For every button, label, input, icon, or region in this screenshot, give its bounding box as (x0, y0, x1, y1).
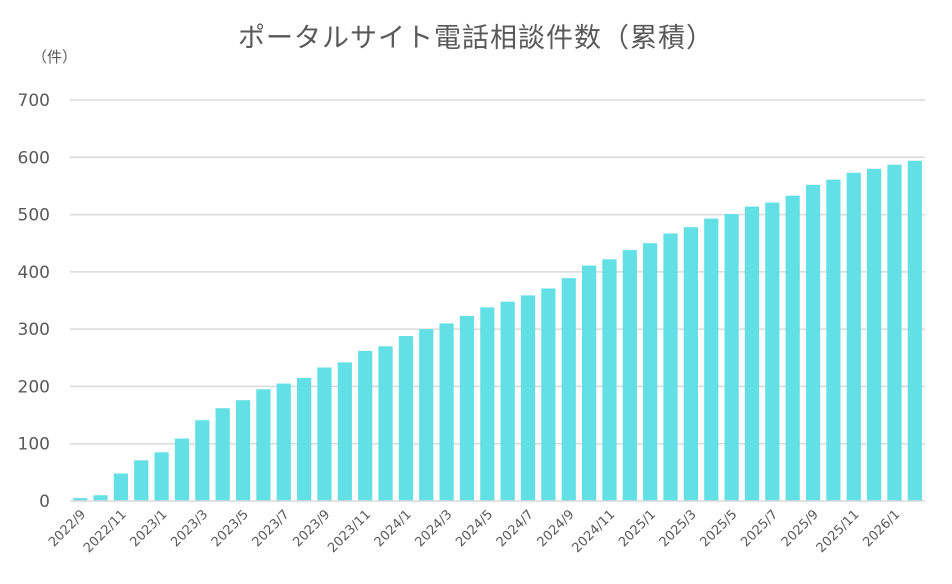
bar (134, 460, 149, 501)
bar (113, 473, 129, 501)
bar (296, 377, 312, 501)
x-tick-label: 2024/11 (569, 507, 618, 556)
bar (73, 498, 88, 501)
y-tick-label: 400 (18, 263, 50, 283)
y-axis-tick-labels: 0 100 200 300 400 500 600 700 (18, 91, 50, 512)
gridlines (70, 99, 925, 445)
bar (419, 329, 434, 501)
bar (866, 168, 882, 502)
x-tick-label: 2024/7 (494, 507, 537, 550)
bar (358, 350, 373, 501)
y-tick-label: 300 (18, 320, 50, 340)
x-axis-tick-labels: 2022/92022/112023/12023/32023/52023/7202… (46, 507, 903, 556)
y-axis-unit-label: （件） (32, 48, 78, 66)
bar (704, 218, 719, 501)
x-tick-label: 2023/11 (325, 507, 374, 556)
bar (276, 383, 291, 501)
x-tick-label: 2025/3 (657, 507, 700, 550)
bar (215, 408, 230, 501)
bar (887, 164, 902, 502)
y-tick-label: 200 (18, 377, 50, 397)
bar (337, 362, 352, 501)
bar (724, 214, 739, 501)
x-tick-label: 2025/5 (697, 507, 740, 550)
y-tick-label: 0 (39, 492, 50, 512)
bar (826, 179, 841, 501)
bar (643, 243, 658, 501)
bar (93, 495, 108, 501)
bar (846, 172, 861, 501)
bar (602, 259, 617, 501)
x-tick-label: 2023/1 (127, 507, 170, 550)
bar (459, 315, 475, 501)
bar (744, 206, 760, 502)
bar (378, 346, 393, 501)
bar (256, 389, 271, 501)
bar (520, 295, 536, 501)
bar (785, 195, 800, 502)
x-tick-label: 2024/5 (453, 507, 496, 550)
x-tick-label: 2024/1 (372, 507, 415, 550)
bar (541, 288, 556, 501)
x-tick-label: 2022/11 (81, 507, 130, 556)
bar (480, 307, 495, 501)
y-tick-label: 500 (18, 206, 50, 226)
y-tick-label: 100 (18, 435, 50, 455)
bar (235, 400, 251, 501)
bar (195, 420, 210, 501)
x-tick-label: 2025/1 (616, 507, 659, 550)
x-tick-label: 2023/5 (209, 507, 252, 550)
bar (154, 452, 169, 501)
bar (439, 323, 454, 501)
x-tick-label: 2025/11 (814, 507, 863, 556)
bar (683, 227, 699, 502)
bar (765, 202, 780, 502)
bar (663, 233, 678, 502)
bar (622, 250, 637, 501)
bar (805, 184, 821, 501)
x-tick-label: 2025/7 (738, 507, 781, 550)
bar (398, 336, 414, 501)
x-tick-label: 2026/1 (860, 507, 903, 550)
chart-title: ポータルサイト電話相談件数（累積） (238, 23, 714, 54)
x-tick-label: 2024/3 (412, 507, 455, 550)
x-tick-label: 2023/3 (168, 507, 211, 550)
y-tick-label: 600 (18, 148, 50, 168)
bar (174, 438, 190, 501)
bars (73, 160, 922, 502)
y-tick-label: 700 (18, 91, 50, 111)
bar (500, 301, 515, 501)
x-tick-label: 2023/7 (250, 507, 293, 550)
bar (907, 160, 922, 501)
bar (581, 265, 597, 501)
bar (561, 278, 576, 501)
bar (317, 367, 332, 501)
